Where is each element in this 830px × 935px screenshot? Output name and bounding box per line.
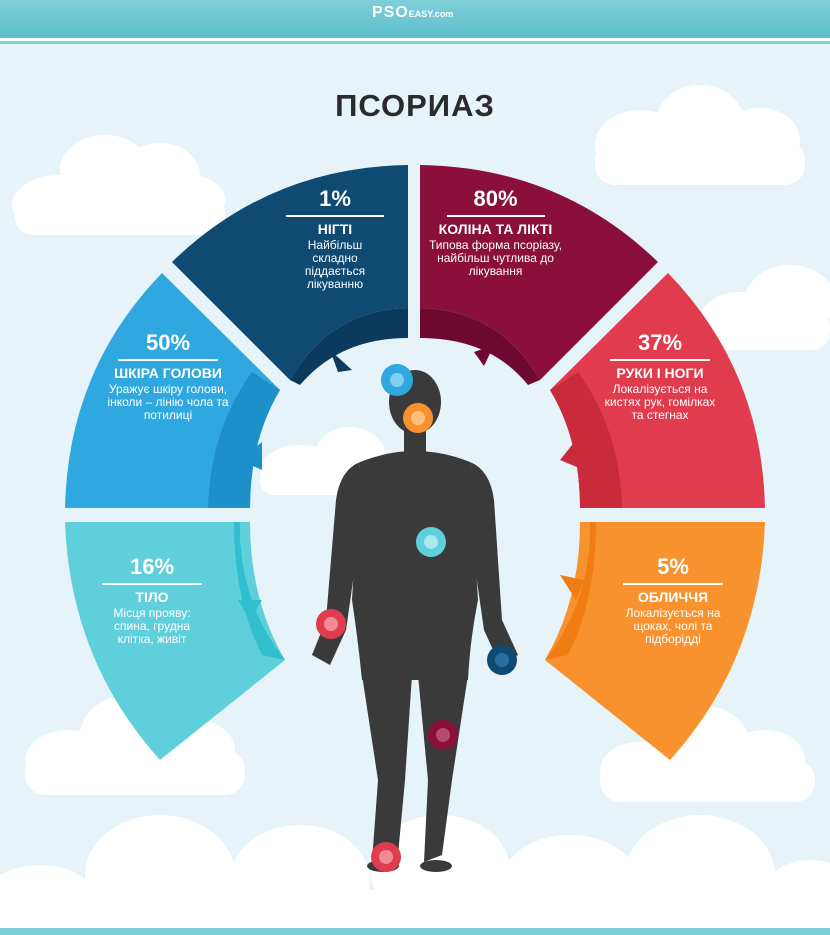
percent-limbs: 37%: [637, 330, 683, 355]
name-body: ТІЛО: [135, 589, 169, 605]
header-divider: [0, 41, 830, 44]
cloud-right-mid: [700, 265, 830, 350]
cloud-left-top: [12, 135, 225, 235]
divider-limbs: [610, 359, 710, 361]
clouds: [0, 85, 830, 935]
divider-face: [623, 583, 723, 585]
figure-left-arm: [312, 462, 360, 665]
name-scalp: ШКІРА ГОЛОВИ: [114, 365, 222, 381]
label-body: 16% ТІЛО Місця прояву: спина, грудна клі…: [98, 554, 206, 646]
percent-scalp: 50%: [145, 330, 191, 355]
segment-body: [65, 522, 285, 760]
figure-neck: [404, 428, 426, 452]
figure-torso: [352, 451, 478, 680]
header-bar: PSOEASY.com: [0, 0, 830, 41]
desc-nails: Найбільш складно піддається лікуванню: [304, 238, 366, 291]
marker-body: [416, 527, 446, 557]
figure-right-foot: [420, 860, 452, 872]
divider-scalp: [118, 359, 218, 361]
marker-elbow: [487, 645, 517, 675]
name-limbs: РУКИ І НОГИ: [616, 365, 704, 381]
marker-hand: [316, 609, 346, 639]
segment-limbs: [550, 273, 765, 508]
divider-body: [102, 583, 202, 585]
desc-knees-elbows: Типова форма псоріазу, найбільш чутлива …: [428, 238, 563, 278]
label-knees-elbows: 80% КОЛІНА ТА ЛІКТІ Типова форма псоріаз…: [428, 186, 563, 278]
marker-knee: [428, 720, 458, 750]
footer-bar: [0, 925, 830, 935]
name-knees-elbows: КОЛІНА ТА ЛІКТІ: [438, 221, 553, 237]
cloud-bottom-row: [0, 815, 830, 935]
marker-nails: [381, 364, 413, 396]
markers: [316, 364, 517, 872]
label-nails: 1% НІГТІ Найбільш складно піддається лік…: [286, 186, 384, 291]
percent-body: 16%: [129, 554, 175, 579]
page-title: ПСОРИАЗ: [335, 88, 495, 123]
divider-nails: [286, 215, 384, 217]
cloud-right-top: [595, 85, 805, 185]
segment-scalp: [65, 273, 280, 508]
percent-face: 5%: [657, 554, 689, 579]
marker-face: [403, 403, 433, 433]
divider-knees-elbows: [446, 215, 545, 217]
label-limbs: 37% РУКИ І НОГИ Локалізується на кистях …: [604, 330, 716, 422]
percent-knees-elbows: 80%: [473, 186, 518, 211]
segment-nails: [172, 165, 408, 385]
human-figure: [312, 370, 518, 872]
percent-nails: 1%: [319, 186, 351, 211]
desc-body: Місця прояву: спина, грудна клітка, живі…: [113, 606, 191, 646]
segment-knees-elbows: [420, 165, 658, 385]
cloud-left-bottom: [25, 695, 245, 795]
figure-right-leg: [418, 675, 468, 862]
segment-face: [545, 522, 765, 760]
figure-right-arm: [470, 462, 518, 665]
label-scalp: 50% ШКІРА ГОЛОВИ Уражує шкіру голови, ін…: [106, 330, 230, 422]
name-face: ОБЛИЧЧЯ: [637, 589, 709, 605]
desc-limbs: Локалізується на кистях рук, гомілках та…: [604, 382, 716, 422]
figure-left-leg: [362, 675, 412, 862]
label-face: 5% ОБЛИЧЧЯ Локалізується на щоках, чолі …: [614, 554, 732, 646]
marker-foot: [371, 842, 401, 872]
desc-face: Локалізується на щоках, чолі та підборід…: [625, 606, 721, 646]
name-nails: НІГТІ: [317, 221, 353, 237]
desc-scalp: Уражує шкіру голови, інколи – лінію чола…: [107, 382, 229, 422]
logo[interactable]: PSOEASY.com: [372, 4, 454, 21]
